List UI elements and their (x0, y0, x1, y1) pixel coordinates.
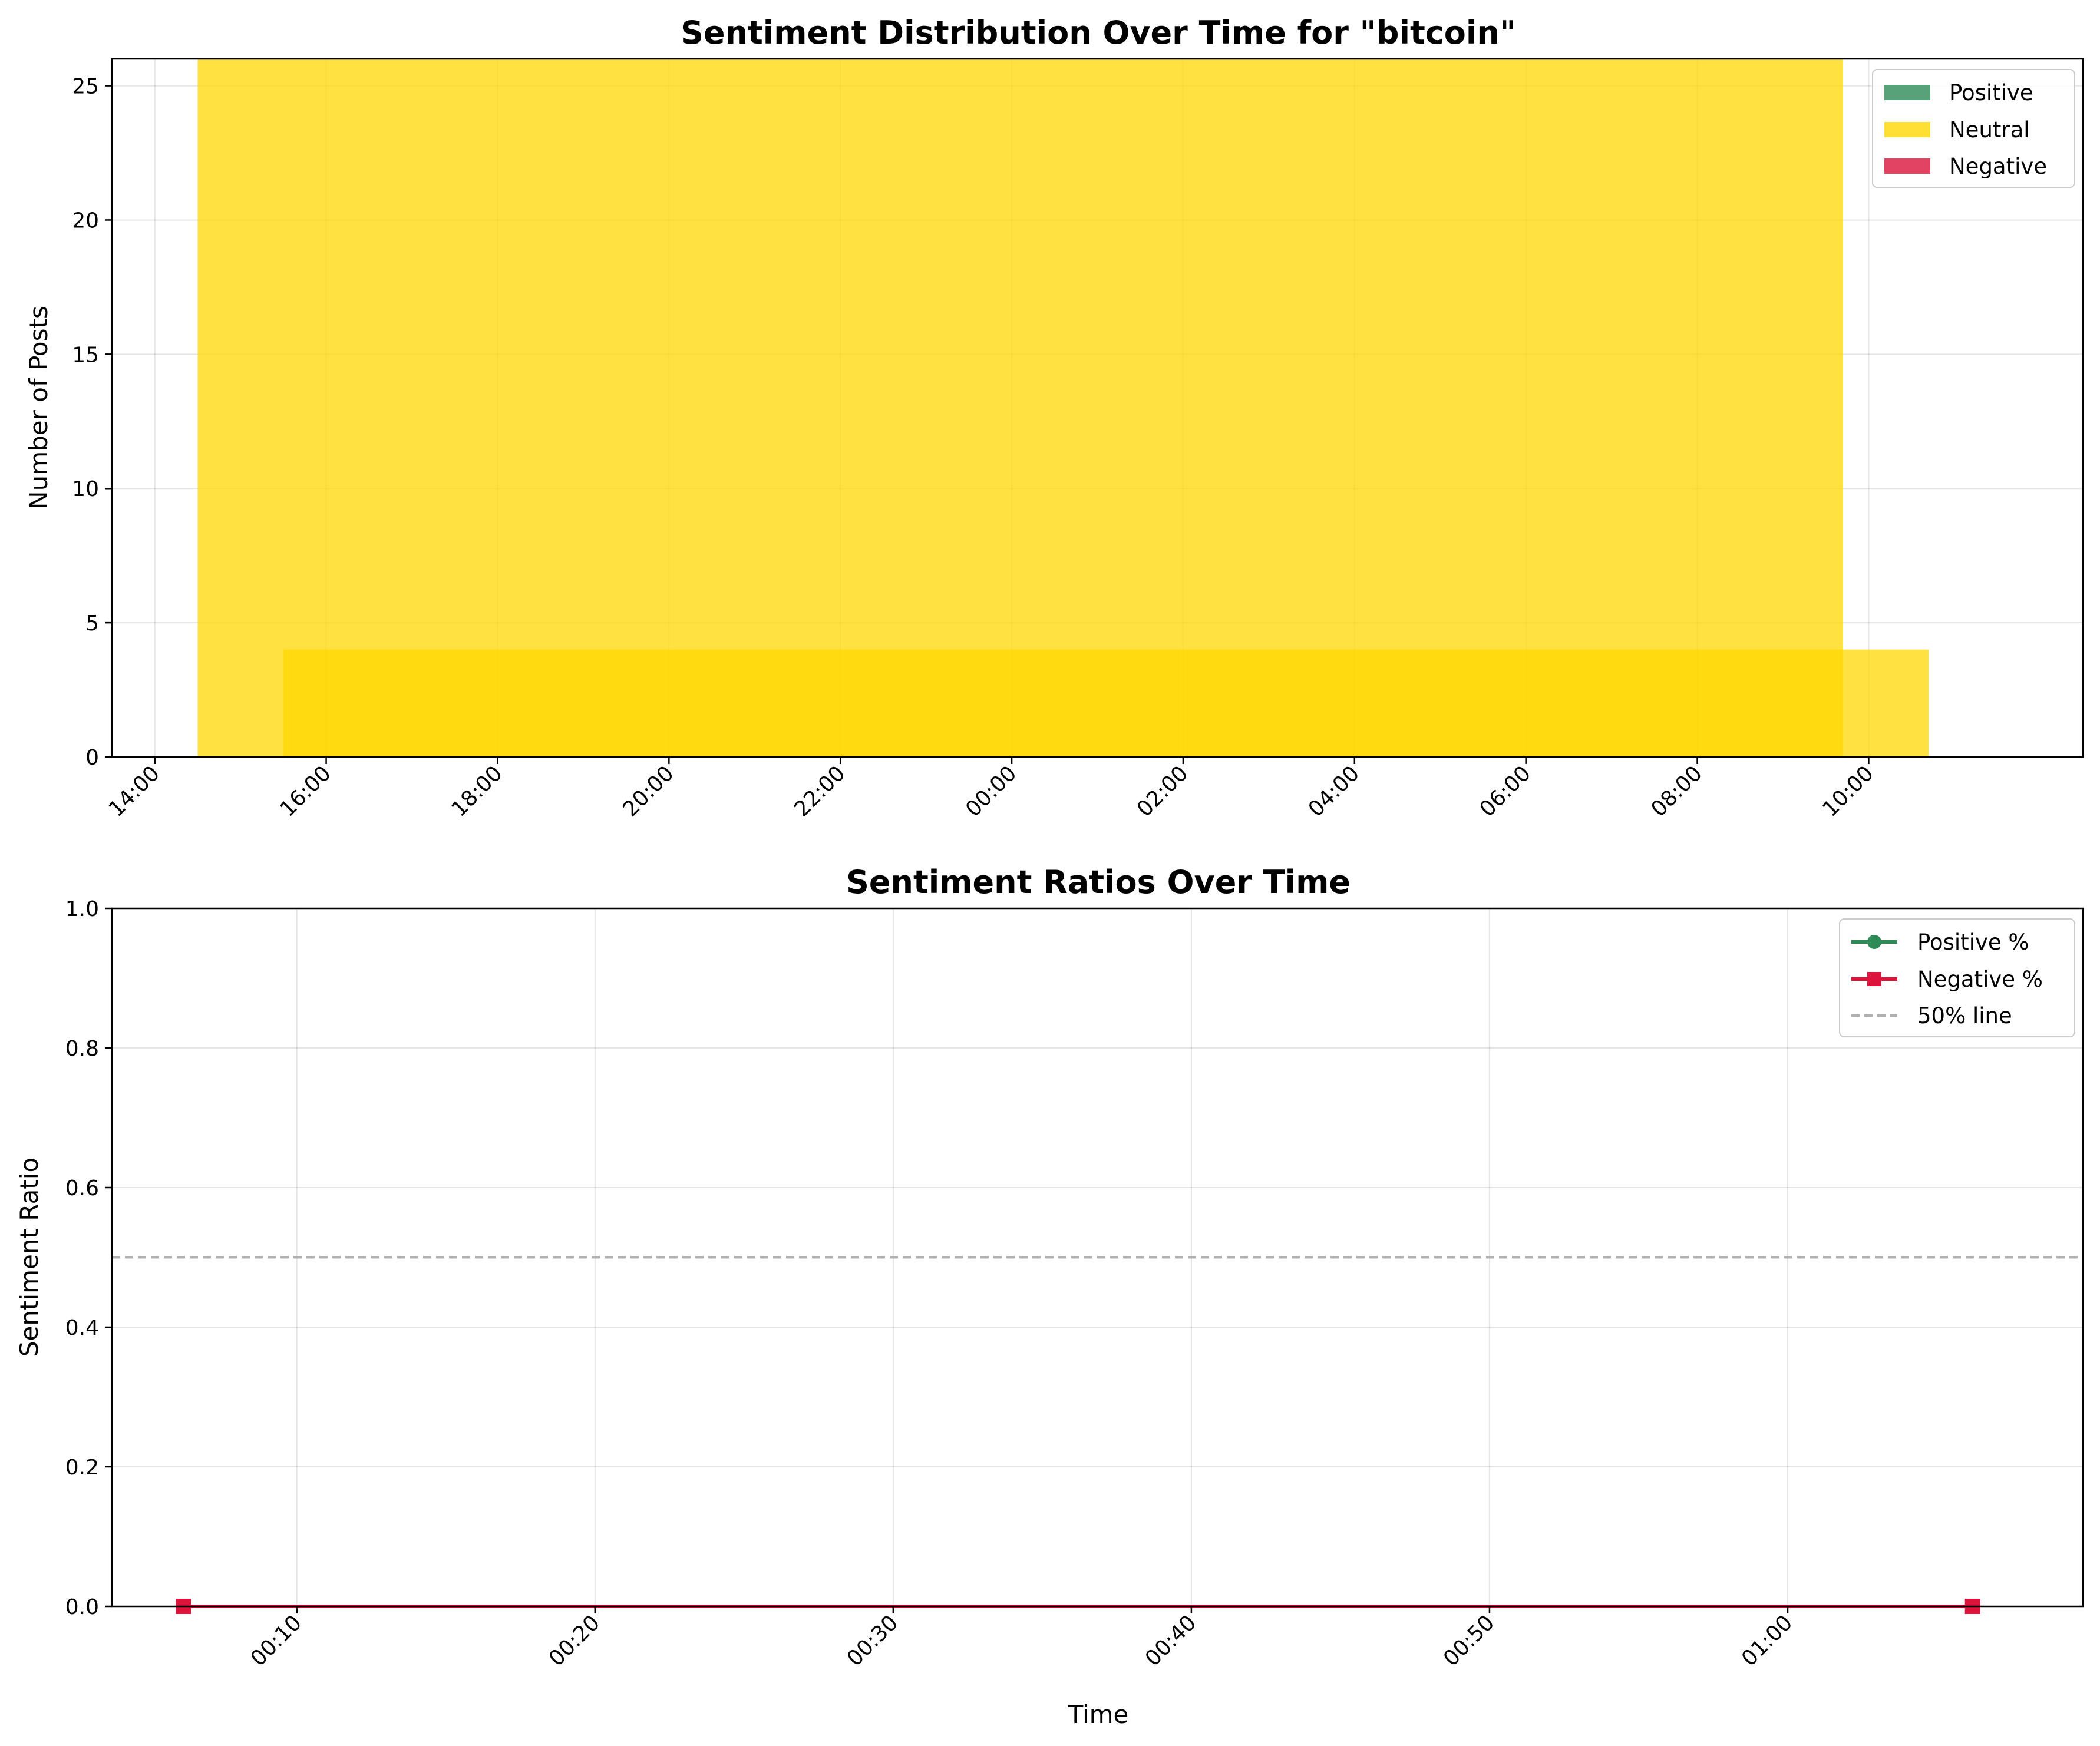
distribution-y-label: Number of Posts (24, 306, 53, 510)
legend-swatch-positive (1884, 85, 1930, 100)
ratios-y-ticks: 0.0 0.2 0.4 0.6 0.8 1.0 (65, 897, 112, 1619)
distribution-y-tick-label: 15 (72, 343, 99, 367)
ratios-legend: Positive % Negative % 50% line (1839, 918, 2075, 1037)
ratios-y-tick-label: 1.0 (65, 897, 99, 921)
distribution-y-tick-label: 10 (72, 477, 99, 501)
distribution-y-ticks: 0 5 10 15 20 25 (72, 75, 112, 770)
legend-marker-positive-pct (1867, 935, 1881, 949)
ratios-x-label: Time (1068, 1700, 1129, 1729)
legend-marker-negative-pct (1867, 972, 1881, 986)
ratios-y-tick-label: 0.0 (65, 1595, 99, 1619)
legend-label-50pct: 50% line (1917, 1003, 2012, 1029)
legend-label-positive-pct: Positive % (1917, 930, 2029, 955)
ratios-y-label: Sentiment Ratio (15, 1158, 44, 1357)
ratios-axes-frame (111, 907, 2084, 1608)
distribution-y-tick-label: 25 (72, 75, 99, 99)
legend-swatch-negative (1884, 158, 1930, 174)
distribution-title: Sentiment Distribution Over Time for "bi… (681, 14, 1516, 51)
distribution-panel: Sentiment Distribution Over Time for "bi… (24, 14, 2084, 822)
distribution-y-tick-label: 0 (85, 746, 99, 770)
legend-label-neutral: Neutral (1949, 117, 2030, 143)
bar-neutral (283, 649, 1929, 757)
ratios-legend-box (1839, 918, 2075, 1037)
ratios-y-tick-label: 0.4 (65, 1316, 99, 1340)
legend-label-negative-pct: Negative % (1917, 967, 2043, 992)
distribution-y-tick-label: 20 (72, 209, 99, 233)
ratios-y-tick-label: 0.6 (65, 1176, 99, 1201)
ratios-y-tick-label: 0.2 (65, 1456, 99, 1480)
distribution-bars (197, 59, 1929, 757)
legend-label-negative: Negative (1949, 154, 2047, 179)
bar-neutral (197, 59, 1843, 757)
legend-swatch-neutral (1884, 122, 1930, 137)
ratios-title: Sentiment Ratios Over Time (846, 864, 1351, 901)
ratios-y-tick-label: 0.8 (65, 1037, 99, 1061)
distribution-y-tick-label: 5 (85, 611, 99, 636)
legend-label-positive: Positive (1949, 80, 2033, 105)
distribution-legend: Positive Neutral Negative (1872, 69, 2075, 188)
distribution-axes-frame (111, 58, 2084, 758)
